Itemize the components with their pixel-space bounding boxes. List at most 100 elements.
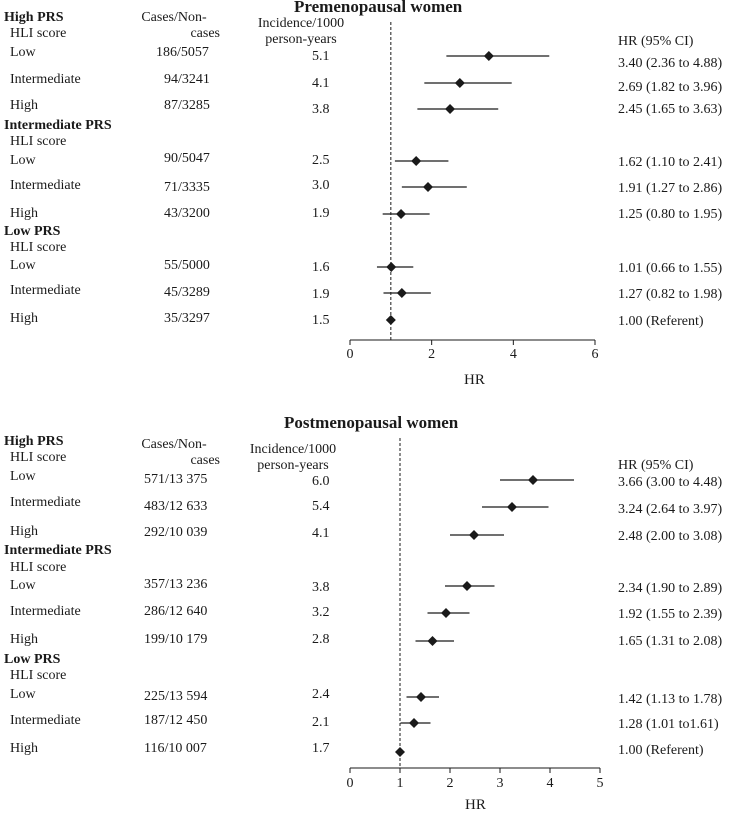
hr-point-diamond — [409, 718, 419, 728]
hr-point-diamond — [445, 104, 456, 114]
hr-point-diamond — [396, 288, 407, 298]
row-label: High — [10, 632, 38, 647]
row-hr-text: 1.62 (1.10 to 2.41) — [618, 155, 723, 170]
row-label: Low — [10, 578, 36, 593]
row-cases: 45/3289 — [164, 285, 210, 300]
row-cases: 286/12 640 — [144, 604, 208, 619]
row-label: High — [10, 98, 38, 113]
x-tick-label: 3 — [497, 776, 504, 791]
row-incidence: 3.0 — [312, 178, 330, 193]
row-label: Intermediate — [10, 283, 81, 298]
hr-point-diamond — [395, 747, 405, 757]
row-incidence: 5.1 — [312, 49, 330, 64]
group-label: Low PRS — [4, 224, 61, 239]
row-label: Intermediate — [10, 713, 81, 728]
hr-point-diamond — [462, 581, 472, 591]
row-label: Low — [10, 469, 36, 484]
group-label: Intermediate PRS — [4, 543, 112, 558]
x-tick-label: 6 — [592, 347, 599, 362]
cases-header-line1: Cases/Non- — [141, 10, 207, 25]
x-tick-label: 0 — [347, 776, 354, 791]
group-sublabel: HLI score — [10, 240, 67, 255]
incidence-header: Incidence/1000 person-years — [246, 16, 356, 48]
row-cases: 357/13 236 — [144, 577, 208, 592]
incidence-header-line2: person-years — [265, 32, 337, 47]
row-incidence: 1.7 — [312, 741, 330, 756]
row-incidence: 2.8 — [312, 632, 330, 647]
row-incidence: 5.4 — [312, 499, 330, 514]
incidence-header-line1: Incidence/1000 — [257, 16, 345, 31]
hr-ci-header: HR (95% CI) — [618, 34, 694, 49]
row-hr-text: 1.92 (1.55 to 2.39) — [618, 607, 723, 622]
group-sublabel: HLI score — [10, 134, 67, 149]
row-hr-text: 3.24 (2.64 to 3.97) — [618, 502, 723, 517]
hr-point-diamond — [396, 209, 407, 219]
row-incidence: 2.4 — [312, 687, 330, 702]
group-sublabel: HLI score — [10, 668, 67, 683]
cases-header: Cases/Non- cases — [128, 10, 220, 42]
group-label: High PRS — [4, 10, 64, 25]
row-hr-text: 1.00 (Referent) — [618, 314, 704, 329]
row-cases: 94/3241 — [164, 72, 210, 87]
row-label: Low — [10, 258, 36, 273]
row-label: High — [10, 741, 38, 756]
chart-title: Premenopausal women — [294, 0, 463, 16]
row-hr-text: 1.65 (1.31 to 2.08) — [618, 634, 723, 649]
group-label: Low PRS — [4, 652, 61, 667]
chart-title: Postmenopausal women — [284, 413, 459, 432]
row-cases: 35/3297 — [164, 311, 210, 326]
hr-point-diamond — [416, 692, 426, 702]
row-cases: 571/13 375 — [144, 472, 208, 487]
x-tick-label: 0 — [347, 347, 354, 362]
row-hr-text: 3.66 (3.00 to 4.48) — [618, 475, 723, 490]
x-tick-label: 4 — [547, 776, 554, 791]
hr-point-diamond — [507, 502, 517, 512]
row-incidence: 4.1 — [312, 76, 330, 91]
hr-point-diamond — [411, 156, 422, 166]
row-hr-text: 2.45 (1.65 to 3.63) — [618, 102, 723, 117]
x-tick-label: 2 — [447, 776, 454, 791]
hr-point-diamond — [483, 51, 494, 61]
x-tick-label: 5 — [597, 776, 604, 791]
row-label: Intermediate — [10, 604, 81, 619]
row-hr-text: 1.91 (1.27 to 2.86) — [618, 181, 723, 196]
row-hr-text: 1.28 (1.01 to1.61) — [618, 717, 719, 732]
row-incidence: 3.2 — [312, 605, 330, 620]
hr-point-diamond — [454, 78, 465, 88]
group-label: High PRS — [4, 434, 64, 449]
row-label: Intermediate — [10, 72, 81, 87]
row-cases: 199/10 179 — [144, 632, 208, 647]
hr-ci-header: HR (95% CI) — [618, 458, 694, 473]
row-incidence: 1.9 — [312, 206, 330, 221]
group-label: Intermediate PRS — [4, 118, 112, 133]
x-tick-label: 4 — [510, 347, 517, 362]
row-cases: 55/5000 — [164, 258, 210, 273]
hr-point-diamond — [441, 608, 451, 618]
hr-point-diamond — [422, 182, 433, 192]
group-sublabel: HLI score — [10, 26, 67, 41]
row-hr-text: 1.00 (Referent) — [618, 743, 704, 758]
x-tick-label: 2 — [428, 347, 435, 362]
hr-point-diamond — [528, 475, 538, 485]
row-incidence: 1.5 — [312, 313, 330, 328]
row-hr-text: 1.01 (0.66 to 1.55) — [618, 261, 723, 276]
x-tick-label: 1 — [397, 776, 404, 791]
hr-point-diamond — [469, 530, 479, 540]
row-incidence: 6.0 — [312, 474, 330, 489]
incidence-header-line2: person-years — [257, 458, 329, 473]
hr-point-diamond — [386, 262, 397, 272]
x-axis-label: HR — [465, 797, 486, 813]
row-label: Intermediate — [10, 495, 81, 510]
row-incidence: 1.6 — [312, 260, 330, 275]
row-label: High — [10, 206, 38, 221]
row-hr-text: 1.25 (0.80 to 1.95) — [618, 207, 723, 222]
group-sublabel: HLI score — [10, 560, 67, 575]
row-cases: 43/3200 — [164, 206, 210, 221]
row-hr-text: 3.40 (2.36 to 4.88) — [618, 56, 723, 71]
group-sublabel: HLI score — [10, 450, 67, 465]
cases-header-line2: cases — [190, 453, 220, 468]
row-label: High — [10, 311, 38, 326]
hr-point-diamond — [427, 636, 438, 646]
row-label: Low — [10, 687, 36, 702]
row-incidence: 3.8 — [312, 580, 330, 595]
